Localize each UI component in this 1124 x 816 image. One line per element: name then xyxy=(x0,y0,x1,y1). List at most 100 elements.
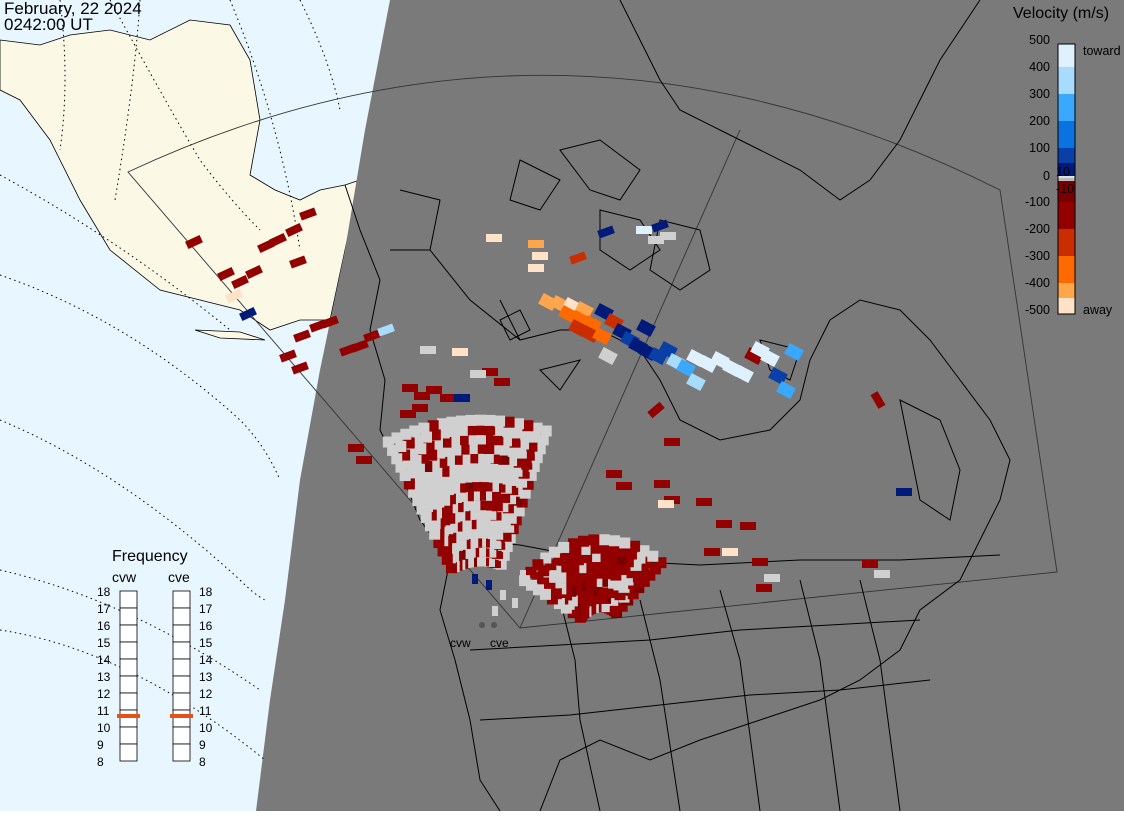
velocity-cell xyxy=(632,571,644,583)
velocity-cell xyxy=(285,222,303,238)
velocity-cell xyxy=(543,571,555,583)
frequency-scale-cell xyxy=(172,743,191,762)
colorbar-band xyxy=(1058,163,1075,176)
velocity-cell xyxy=(521,458,533,470)
frequency-scale-number: 14 xyxy=(97,653,111,667)
velocity-cell xyxy=(654,480,670,488)
velocity-cell xyxy=(450,491,462,503)
velocity-cell xyxy=(518,438,530,450)
velocity-cell xyxy=(637,564,649,576)
velocity-cell xyxy=(597,225,615,239)
colorbar-band xyxy=(1058,44,1075,67)
frequency-scale-cell xyxy=(119,658,138,677)
velocity-cell xyxy=(489,462,501,474)
velocity-cell xyxy=(510,494,522,506)
colorbar-band xyxy=(1058,298,1075,314)
velocity-cell xyxy=(475,499,486,511)
velocity-cell xyxy=(764,574,780,582)
velocity-tick-label: -10 xyxy=(1056,182,1075,196)
velocity-cell xyxy=(415,443,427,455)
velocity-cell xyxy=(491,500,503,512)
frequency-scale-cell xyxy=(119,641,138,660)
velocity-cell xyxy=(561,568,573,580)
frequency-scale-number: 12 xyxy=(97,687,111,701)
frequency-marker-cve xyxy=(170,714,193,718)
velocity-tick-label: -200 xyxy=(1024,222,1050,236)
velocity-cell xyxy=(597,567,609,579)
velocity-cell xyxy=(716,520,732,528)
velocity-cell xyxy=(513,456,525,468)
velocity-cell xyxy=(597,559,609,571)
night-terminator xyxy=(256,0,1124,811)
velocity-cell xyxy=(630,559,642,571)
velocity-tick-label: 100 xyxy=(1029,141,1050,155)
velocity-cell xyxy=(402,458,414,470)
velocity-cell xyxy=(445,464,457,476)
velocity-cell xyxy=(546,593,558,605)
velocity-cell xyxy=(441,553,453,565)
velocity-cell xyxy=(722,548,738,556)
alaska-land xyxy=(0,19,361,341)
velocity-cell xyxy=(299,207,317,221)
velocity-cell xyxy=(642,557,654,569)
velocity-cell xyxy=(525,566,537,578)
velocity-tick-label: 500 xyxy=(1029,33,1050,47)
colorbar-band xyxy=(1058,67,1075,94)
velocity-cell xyxy=(413,463,425,475)
velocity-cell xyxy=(509,436,521,448)
velocity-cell xyxy=(744,346,764,366)
velocity-cell xyxy=(648,346,668,366)
velocity-cell xyxy=(482,368,498,376)
velocity-cell xyxy=(740,522,756,530)
frequency-scale-cell xyxy=(119,607,138,626)
velocity-cell xyxy=(598,550,610,562)
velocity-cells xyxy=(185,207,912,623)
velocity-cell xyxy=(454,472,466,484)
velocity-cell xyxy=(538,565,550,577)
velocity-cell xyxy=(465,414,477,426)
velocity-cell xyxy=(515,447,527,459)
velocity-cell xyxy=(446,416,458,428)
velocity-cell xyxy=(429,429,441,441)
velocity-cell xyxy=(447,425,459,437)
velocity-cell xyxy=(513,418,525,430)
velocity-cell xyxy=(506,455,518,467)
velocity-cell xyxy=(528,264,544,272)
frequency-scale-cell xyxy=(119,675,138,694)
velocity-cell xyxy=(564,557,576,569)
frequency-scale-cell xyxy=(172,692,191,711)
velocity-cell xyxy=(466,443,478,455)
velocity-cell xyxy=(598,534,610,546)
frequency-scale-cell xyxy=(172,658,191,677)
colorbar-band xyxy=(1058,256,1075,283)
velocity-cell xyxy=(493,490,505,502)
velocity-cell xyxy=(421,461,433,473)
velocity-cell xyxy=(410,454,422,466)
velocity-tick-label: 300 xyxy=(1029,87,1050,101)
velocity-cell xyxy=(481,471,493,483)
velocity-cell xyxy=(444,493,456,505)
velocity-cell xyxy=(638,575,650,587)
velocity-cell xyxy=(622,574,634,586)
velocity-cell xyxy=(490,452,502,464)
velocity-cell xyxy=(581,552,593,564)
velocity-cell xyxy=(472,574,478,584)
velocity-cell xyxy=(634,552,646,564)
velocity-cell xyxy=(528,461,540,473)
velocity-cell xyxy=(363,329,381,343)
frequency-scale-number: 16 xyxy=(199,619,213,633)
velocity-cell xyxy=(468,489,480,501)
velocity-cell xyxy=(418,452,430,464)
frequency-scale-number: 10 xyxy=(97,721,111,735)
velocity-cell xyxy=(553,598,565,610)
velocity-cell xyxy=(519,575,531,587)
velocity-cell xyxy=(776,380,796,400)
velocity-cell xyxy=(582,560,594,572)
velocity-cell xyxy=(434,447,446,459)
velocity-cell xyxy=(531,452,543,464)
velocity-cell xyxy=(418,492,430,504)
velocity-cell xyxy=(752,558,768,566)
velocity-cell xyxy=(589,551,601,563)
velocity-cell xyxy=(500,590,506,600)
frequency-scale-number: 18 xyxy=(199,585,213,599)
